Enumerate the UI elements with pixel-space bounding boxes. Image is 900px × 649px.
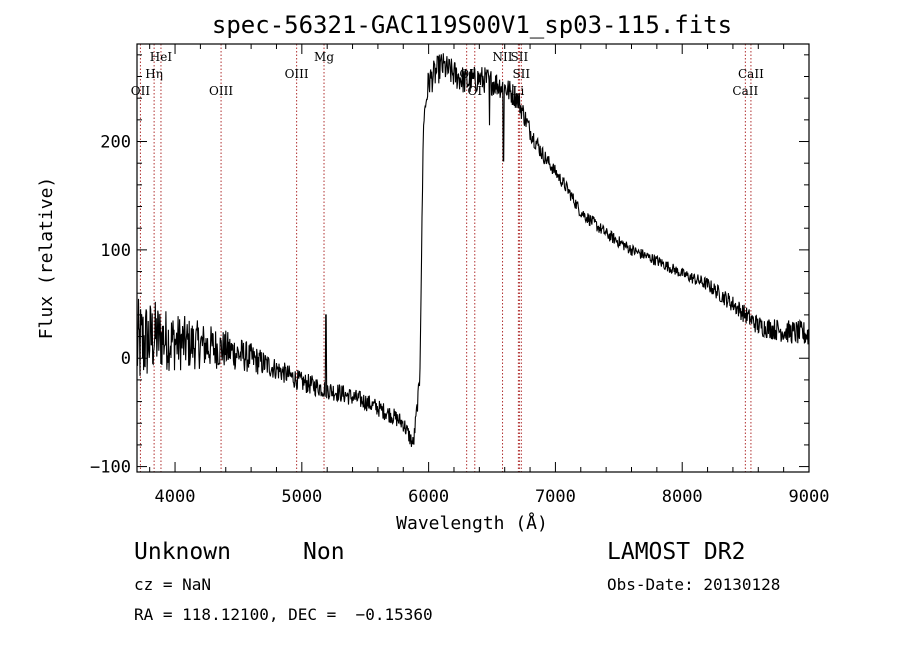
- y-axis-label: Flux (relative): [36, 177, 57, 340]
- emission-line-labels: OIIHηHeIOIIIOIIIMgOIOINIISIISIILiCaIICaI…: [131, 50, 764, 98]
- emission-line-label: NII: [493, 50, 513, 64]
- y-tick-label: 0: [121, 349, 131, 369]
- emission-line-label: OIII: [285, 67, 309, 81]
- x-axis-label: Wavelength (Å): [396, 512, 548, 534]
- x-tick-label: 9000: [789, 487, 830, 507]
- x-tick-label: 4000: [155, 487, 196, 507]
- emission-line-label: OIII: [209, 84, 233, 98]
- emission-line-label: OII: [131, 84, 151, 98]
- x-tick-label: 7000: [535, 487, 576, 507]
- emission-line-label: Mg: [314, 50, 334, 64]
- y-axis-ticks: −100 0 100 200: [90, 54, 809, 478]
- emission-line-label: Li: [512, 84, 524, 98]
- cz-label: cz = NaN: [134, 575, 211, 594]
- chart-title: spec-56321-GAC119S00V1_sp03-115.fits: [212, 11, 732, 39]
- y-tick-label: 200: [100, 133, 131, 153]
- survey-label: LAMOST DR2: [607, 539, 745, 565]
- radec-label: RA = 118.12100, DEC = −0.15360: [134, 605, 433, 624]
- emission-line-label: SII: [512, 67, 530, 81]
- plot-frame: [136, 43, 810, 473]
- x-axis-ticks: 4000 5000 6000 7000 8000 9000: [149, 44, 830, 507]
- spectrum-line: [136, 53, 810, 447]
- y-tick-label: 100: [100, 241, 131, 261]
- y-tick-label: −100: [90, 458, 131, 478]
- emission-line-label: HeI: [150, 50, 173, 64]
- class-label: Unknown: [134, 539, 231, 565]
- x-tick-label: 8000: [662, 487, 703, 507]
- x-tick-label: 5000: [281, 487, 322, 507]
- emission-line-label: Hη: [145, 67, 163, 81]
- x-tick-label: 6000: [408, 487, 449, 507]
- emission-line-label: SII: [511, 50, 529, 64]
- obs-date-label: Obs-Date: 20130128: [607, 575, 780, 594]
- subclass-label: Non: [303, 539, 345, 565]
- emission-line-label: CaII: [732, 84, 758, 98]
- emission-line-label: CaII: [738, 67, 764, 81]
